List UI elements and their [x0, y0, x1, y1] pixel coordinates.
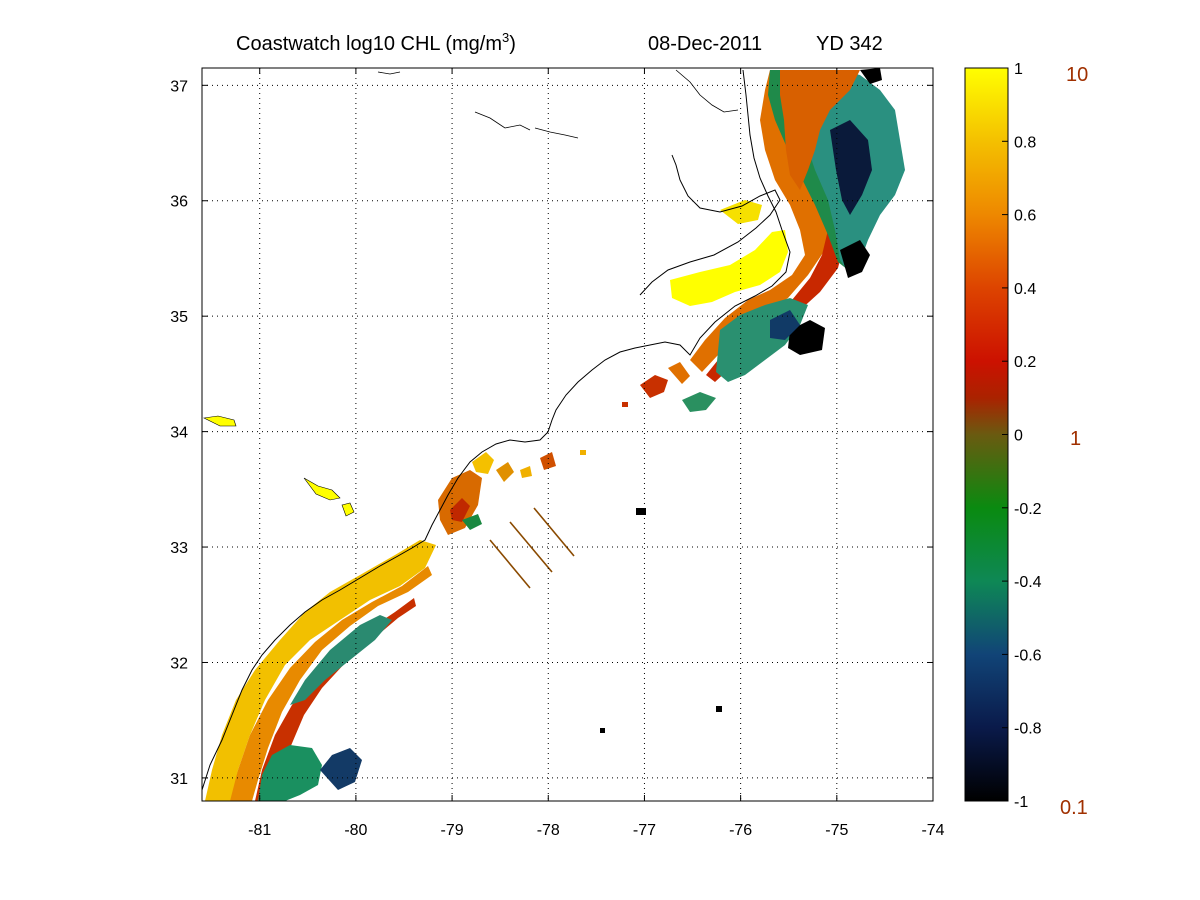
colorbar-ticks: 1 0.8 0.6 0.4 0.2 0 -0.2 -0.4 -0.6 -0.8 -1: [1002, 61, 1042, 811]
colorbar-tick-label: 1: [1014, 61, 1023, 78]
chl-offshore-green: [258, 745, 322, 801]
chl-shelf-orange-ne: [780, 70, 860, 190]
colorbar-conc-high: 10: [1066, 64, 1088, 86]
chl-capefear-red: [450, 498, 470, 522]
coastline: [201, 69, 791, 791]
colorbar-conc-mid: 1: [1070, 428, 1081, 450]
ship-track-1: [489, 539, 531, 589]
chl-onslow-spot-1: [540, 452, 556, 470]
chl-offshore-dark: [830, 120, 872, 215]
lat-tick-label: 34: [170, 425, 188, 442]
lat-tick-label: 35: [170, 309, 188, 326]
chl-coastal-band-orange: [230, 566, 432, 801]
longitude-ticks: -81 -80 -79 -78 -77 -76 -75 -74: [248, 68, 945, 839]
lon-tick-label: -79: [441, 822, 464, 839]
inland-rivers-1: [474, 111, 531, 131]
map-yearday: YD 342: [816, 33, 883, 55]
offshore-pixel-2: [716, 706, 722, 712]
ship-track-2: [509, 521, 553, 573]
plot-frame: [201, 67, 934, 802]
inland-rivers-3: [377, 71, 401, 75]
chl-offshore-green-2: [290, 615, 392, 705]
map-title: Coastwatch log10 CHL (mg/m3): [236, 30, 516, 55]
chl-lookout-green: [682, 392, 716, 412]
chl-capefear-green: [462, 514, 482, 530]
colorbar-tick-label: 0.6: [1014, 208, 1036, 225]
inland-rivers-4: [675, 69, 739, 113]
inland-lake-moultrie: [341, 502, 355, 517]
colorbar-tick-label: -1: [1014, 794, 1028, 811]
colorbar-tick-label: 0.4: [1014, 281, 1036, 298]
chl-lookout-orange: [668, 362, 690, 384]
colorbar-tick-label: -0.4: [1014, 574, 1042, 591]
inland-rivers-2: [534, 127, 579, 139]
map-date: 08-Dec-2011: [648, 33, 762, 55]
offshore-pixel-3: [600, 728, 605, 733]
offshore-pixel-5: [580, 450, 586, 455]
lon-tick-label: -78: [537, 822, 560, 839]
chl-pamlico-sound: [670, 230, 788, 306]
chl-offshore-blue: [320, 748, 362, 790]
lon-tick-label: -74: [921, 822, 944, 839]
chl-longbay-spot: [496, 462, 514, 482]
colorbar: 1 0.8 0.6 0.4 0.2 0 -0.2 -0.4 -0.6 -0.8 -1 10 1 0.…: [964, 61, 1088, 819]
lon-tick-label: -77: [633, 822, 656, 839]
lon-tick-label: -76: [729, 822, 752, 839]
chlorophyll-field: [205, 68, 905, 801]
lat-tick-label: 36: [170, 194, 188, 211]
ship-track-3: [533, 507, 575, 557]
chl-lookout-shelf-blue: [770, 310, 800, 340]
offshore-pixel-1: [636, 508, 646, 515]
lat-tick-label: 33: [170, 540, 188, 557]
colorbar-tick-label: 0.8: [1014, 134, 1036, 151]
chl-albemarle-sound: [720, 200, 762, 224]
plot-area: [201, 67, 934, 802]
latitude-ticks: 31 32 33 34 35 36 37: [170, 78, 933, 788]
lon-tick-label: -81: [248, 822, 271, 839]
offshore-pixel-4: [622, 402, 628, 407]
colorbar-tick-label: -0.2: [1014, 501, 1042, 518]
colorbar-tick-label: 0: [1014, 428, 1023, 445]
chl-lookout-red: [640, 375, 668, 398]
lat-tick-label: 31: [170, 771, 188, 788]
colorbar-gradient: [964, 67, 1009, 802]
chl-onslow-spot-2: [520, 466, 532, 478]
lon-tick-label: -75: [825, 822, 848, 839]
chl-capefear-yellow: [472, 452, 494, 474]
lat-tick-label: 32: [170, 655, 188, 672]
chl-offshore-black-north: [860, 68, 882, 84]
chl-offshore-black-hatteras: [840, 240, 870, 278]
chl-lookout-shelf-black: [788, 320, 825, 355]
chl-coastal-band-yellow: [205, 540, 436, 801]
sounds-shoreline: [639, 154, 781, 296]
lat-tick-label: 37: [170, 78, 188, 95]
colorbar-tick-label: 0.2: [1014, 354, 1036, 371]
colorbar-tick-label: -0.8: [1014, 721, 1042, 738]
colorbar-conc-low: 0.1: [1060, 797, 1088, 819]
colorbar-tick-label: -0.6: [1014, 647, 1042, 664]
inland-lake-marion: [303, 477, 341, 501]
inland-lake-ga: [203, 415, 237, 427]
lon-tick-label: -80: [344, 822, 367, 839]
